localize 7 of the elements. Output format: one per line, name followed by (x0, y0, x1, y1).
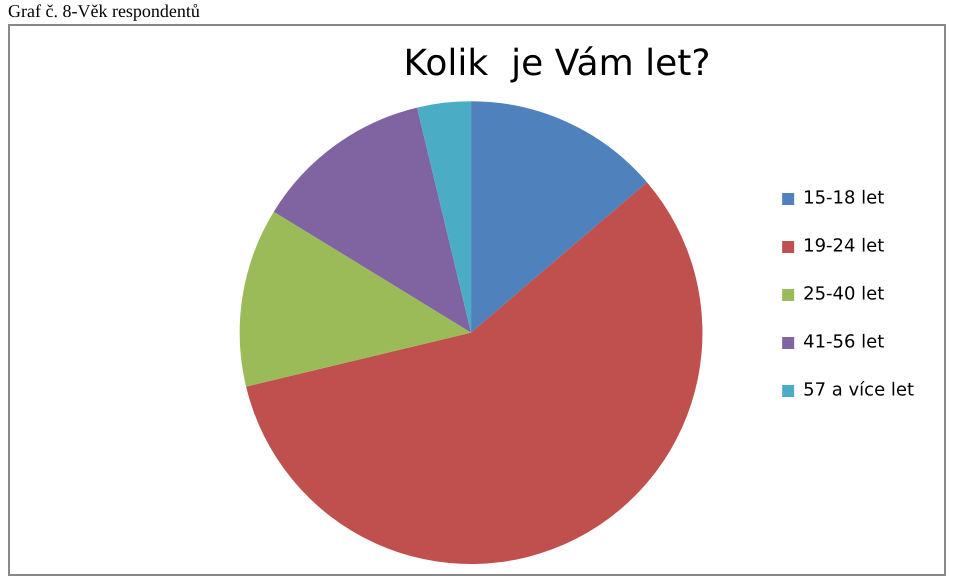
text: Graf č. 8-Věk respondentů (7, 0, 201, 22)
chart-title: Kolik je Vám let? (404, 42, 710, 84)
legend-label: 15-18 let (803, 188, 884, 209)
legend-label: 57 a více let (803, 380, 914, 401)
legend-label: 19-24 let (803, 236, 884, 257)
legend-label: 25-40 let (803, 284, 884, 305)
legend-label: 41-56 let (803, 332, 884, 353)
